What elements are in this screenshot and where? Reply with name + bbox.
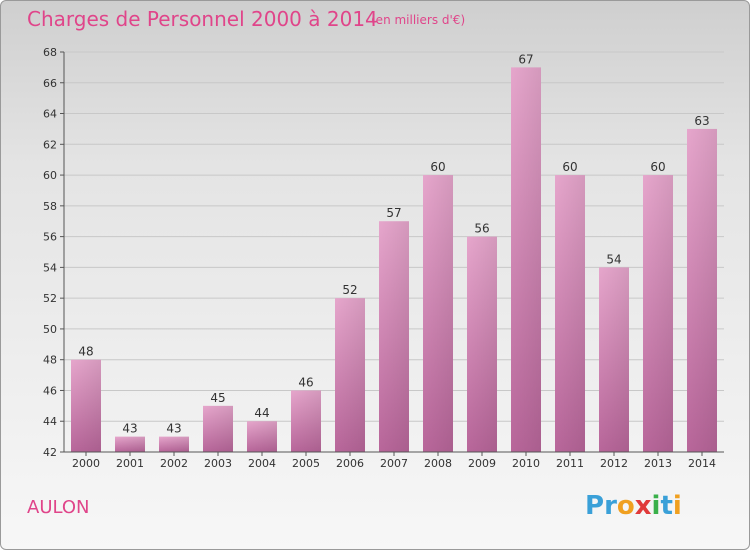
y-tick-label: 52 (43, 292, 57, 305)
bar-shade (379, 221, 409, 452)
y-tick-label: 50 (43, 323, 57, 336)
bar-shade (467, 236, 497, 452)
logo-letter: P (585, 491, 605, 521)
y-tick-label: 42 (43, 446, 57, 459)
bar-value-label: 56 (474, 222, 489, 236)
logo-letter: x (634, 491, 652, 521)
x-tick-label: 2014 (688, 457, 716, 470)
bar-value-label: 60 (650, 160, 665, 174)
x-tick-label: 2012 (600, 457, 628, 470)
bar-value-label: 60 (562, 160, 577, 174)
x-tick-label: 2004 (248, 457, 276, 470)
y-tick-label: 66 (43, 77, 57, 90)
bar-value-label: 44 (254, 406, 269, 420)
y-tick-label: 54 (43, 261, 57, 274)
bar-value-label: 43 (122, 422, 137, 436)
bar-shade (115, 436, 145, 452)
x-tick-label: 2007 (380, 457, 408, 470)
bar-value-label: 46 (298, 375, 313, 389)
chart-title: Charges de Personnel 2000 à 2014 (27, 7, 378, 31)
logo-letter: r (604, 491, 617, 521)
bar-shade (291, 390, 321, 452)
bar-shade (687, 128, 717, 452)
bar-shade (159, 436, 189, 452)
bar-shade (203, 405, 233, 452)
bar-shade (599, 267, 629, 452)
bar-value-label: 52 (342, 283, 357, 297)
bar-value-label: 54 (606, 252, 621, 266)
y-tick-label: 48 (43, 354, 57, 367)
bar-value-label: 67 (518, 52, 533, 66)
x-tick-label: 2006 (336, 457, 364, 470)
y-tick-label: 64 (43, 108, 57, 121)
y-tick-label: 62 (43, 138, 57, 151)
proxiti-logo: Proxiti (585, 491, 682, 521)
bar-shade (71, 359, 101, 452)
chart-subtitle: (en milliers d'€) (371, 13, 466, 27)
bar-value-label: 63 (694, 114, 709, 128)
y-tick-label: 58 (43, 200, 57, 213)
x-tick-label: 2013 (644, 457, 672, 470)
x-tick-label: 2000 (72, 457, 100, 470)
x-tick-label: 2002 (160, 457, 188, 470)
logo-letter: i (651, 491, 661, 521)
logo-letter: i (672, 491, 682, 521)
y-tick-label: 46 (43, 384, 57, 397)
logo-letter: o (616, 491, 635, 521)
x-tick-label: 2003 (204, 457, 232, 470)
x-tick-label: 2009 (468, 457, 496, 470)
bar-value-label: 45 (210, 391, 225, 405)
logo-letter: t (660, 491, 673, 521)
y-tick-label: 60 (43, 169, 57, 182)
commune-name: AULON (27, 497, 90, 518)
x-tick-label: 2005 (292, 457, 320, 470)
bar-shade (511, 67, 541, 452)
y-tick-label: 68 (43, 46, 57, 59)
bar-shade (423, 175, 453, 453)
bar-shade (555, 175, 585, 453)
x-tick-label: 2011 (556, 457, 584, 470)
bar-value-label: 48 (78, 345, 93, 359)
x-tick-label: 2008 (424, 457, 452, 470)
bar-value-label: 43 (166, 422, 181, 436)
y-tick-label: 44 (43, 415, 57, 428)
y-tick-label: 56 (43, 231, 57, 244)
bar-value-label: 60 (430, 160, 445, 174)
bar-shade (335, 298, 365, 452)
x-tick-label: 2001 (116, 457, 144, 470)
bar-shade (643, 175, 673, 453)
bar-shade (247, 421, 277, 452)
x-tick-label: 2010 (512, 457, 540, 470)
bar-value-label: 57 (386, 206, 401, 220)
